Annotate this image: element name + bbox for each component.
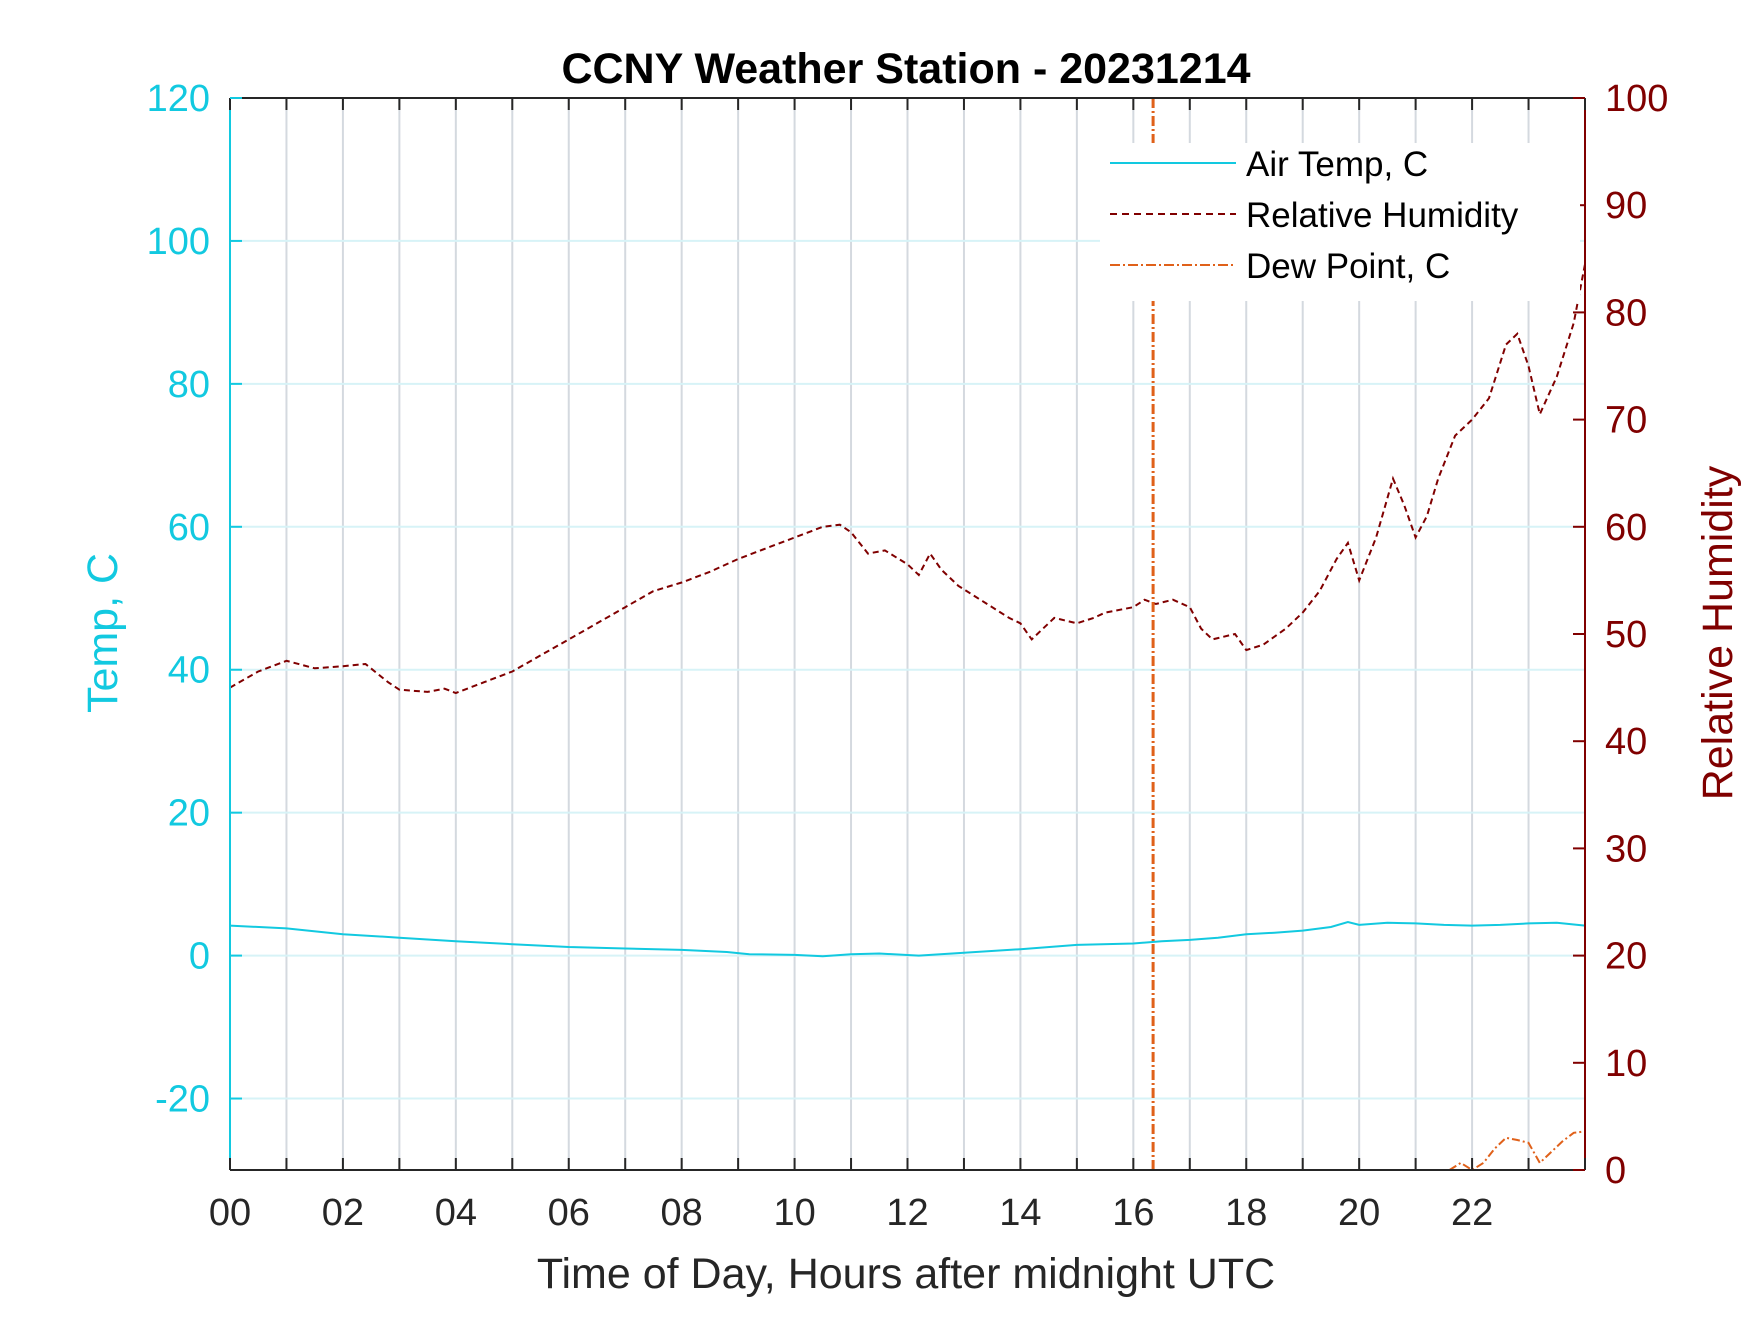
data-series (229, 98, 1586, 1172)
y-left-tick-label: 0 (189, 936, 210, 978)
y-left-tick-label: 80 (168, 364, 210, 406)
tick-labels: 00 02 04 06 08 10 12 14 16 18 20 22-200204060801001… (147, 78, 1669, 1234)
x-tick-label: 16 (1112, 1192, 1154, 1234)
x-tick-label: 06 (548, 1192, 590, 1234)
x-tick-label: 14 (999, 1192, 1041, 1234)
y-right-tick-label: 40 (1605, 721, 1647, 763)
y-left-tick-label: 60 (168, 507, 210, 549)
y-axis-right-label: Relative Humidity (1694, 465, 1742, 800)
y-left-tick-label: -20 (155, 1079, 210, 1121)
y-axis-left-label: Temp, C (79, 553, 127, 713)
x-tick-label: 22 (1451, 1192, 1493, 1234)
chart-title: CCNY Weather Station - 20231214 (561, 45, 1250, 93)
x-tick-label: 20 (1338, 1192, 1380, 1234)
axes (229, 97, 1586, 1171)
y-right-tick-label: 70 (1605, 400, 1647, 442)
y-right-tick-label: 10 (1605, 1043, 1647, 1085)
y-right-tick-label: 30 (1605, 828, 1647, 870)
x-tick-label: 12 (886, 1192, 928, 1234)
y-right-tick-label: 80 (1605, 292, 1647, 334)
series-line-relative-humidity (229, 264, 1586, 695)
x-tick-label: 02 (322, 1192, 364, 1234)
grid-lines (230, 98, 1585, 1170)
legend: Air Temp, C Relative Humidity Dew Point,… (1100, 143, 1580, 301)
legend-label-air-temp: Air Temp, C (1246, 145, 1428, 184)
legend-label-dew-point: Dew Point, C (1246, 247, 1450, 286)
x-tick-label: 04 (435, 1192, 477, 1234)
x-tick-label: 08 (661, 1192, 703, 1234)
y-left-tick-label: 20 (168, 793, 210, 835)
y-right-tick-label: 90 (1605, 185, 1647, 227)
y-left-tick-label: 120 (147, 78, 210, 120)
series-line-dew-point (1448, 1130, 1586, 1172)
x-axis-label: Time of Day, Hours after midnight UTC (537, 1250, 1275, 1298)
x-tick-label: 00 (209, 1192, 251, 1234)
y-right-tick-label: 50 (1605, 614, 1647, 656)
x-tick-label: 18 (1225, 1192, 1267, 1234)
series-line-air-temp (229, 920, 1586, 958)
x-tick-label: 10 (773, 1192, 815, 1234)
y-right-tick-label: 0 (1605, 1150, 1626, 1192)
legend-background (1100, 143, 1580, 301)
y-right-tick-label: 100 (1605, 78, 1668, 120)
y-left-tick-label: 100 (147, 221, 210, 263)
y-right-tick-label: 60 (1605, 507, 1647, 549)
legend-label-relative-humidity: Relative Humidity (1246, 196, 1519, 235)
y-left-tick-label: 40 (168, 650, 210, 692)
y-right-tick-label: 20 (1605, 936, 1647, 978)
